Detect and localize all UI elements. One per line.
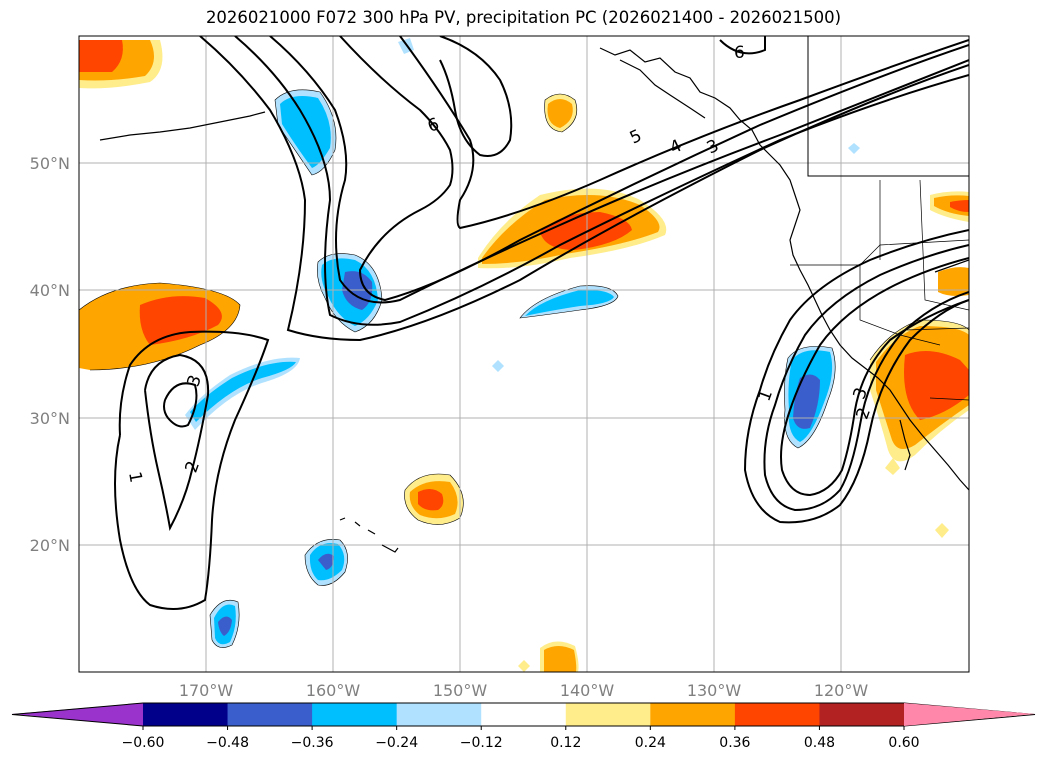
- pv-contours: [114, 36, 969, 610]
- colorbar-segment: [819, 703, 905, 726]
- lon-label-140w: 140°W: [560, 681, 615, 700]
- colorbar-segment: [481, 703, 567, 726]
- lon-label-170w: 170°W: [179, 681, 234, 700]
- lat-label-40n: 40°N: [30, 281, 70, 300]
- pv-label: 6: [734, 43, 745, 63]
- colorbar-segment: [734, 703, 820, 726]
- colorbar-segment: [227, 703, 313, 726]
- colorbar-tick-label: −0.48: [206, 735, 249, 751]
- pv-label: 1: [124, 470, 146, 484]
- figure-title: 2026021000 F072 300 hPa PV, precipitatio…: [205, 8, 842, 27]
- colorbar-tick-label: −0.60: [122, 735, 165, 751]
- gridlines: [79, 36, 969, 672]
- lat-label-50n: 50°N: [30, 154, 70, 173]
- lat-label-30n: 30°N: [30, 409, 70, 428]
- colorbar-tick-label: 0.12: [550, 735, 581, 751]
- colorbar-segments: [11, 702, 1036, 727]
- colorbar-segment: [565, 703, 651, 726]
- coastlines: [99, 47, 969, 553]
- colorbar-tick-label: 0.60: [888, 735, 919, 751]
- colorbar-tick-label: −0.24: [375, 735, 418, 751]
- colorbar: −0.60 −0.48 −0.36 −0.24 −0.12 0.12 0.24 0.36 0.4…: [11, 702, 1036, 751]
- lon-label-160w: 160°W: [306, 681, 361, 700]
- colorbar-extend-low: [12, 703, 143, 726]
- longitude-labels: 170°W 160°W 150°W 140°W 130°W 120°W: [179, 681, 869, 700]
- lon-label-130w: 130°W: [687, 681, 742, 700]
- colorbar-segment: [650, 703, 736, 726]
- colorbar-tick-label: 0.24: [635, 735, 666, 751]
- colorbar-segment: [396, 703, 482, 726]
- colorbar-tick-label: −0.36: [291, 735, 334, 751]
- colorbar-tick-label: 0.48: [804, 735, 835, 751]
- map-panel[interactable]: 6 6 5 4 3 3 2 1 1 2 3: [79, 36, 969, 672]
- colorbar-tick-label: −0.12: [460, 735, 503, 751]
- lat-label-20n: 20°N: [30, 536, 70, 555]
- lon-label-120w: 120°W: [814, 681, 869, 700]
- map-inset-border: [807, 36, 969, 177]
- map-frame: [78, 35, 970, 673]
- latitude-labels: 50°N 40°N 30°N 20°N: [30, 154, 70, 555]
- colorbar-extend-high: [904, 703, 1035, 726]
- lon-label-150w: 150°W: [433, 681, 488, 700]
- colorbar-segment: [312, 703, 398, 726]
- map-background: [79, 36, 969, 672]
- colorbar-tick-label: 0.36: [719, 735, 750, 751]
- colorbar-segment: [143, 703, 229, 726]
- colorbar-ticks: −0.60 −0.48 −0.36 −0.24 −0.12 0.12 0.24 0.36 0.4…: [122, 726, 920, 751]
